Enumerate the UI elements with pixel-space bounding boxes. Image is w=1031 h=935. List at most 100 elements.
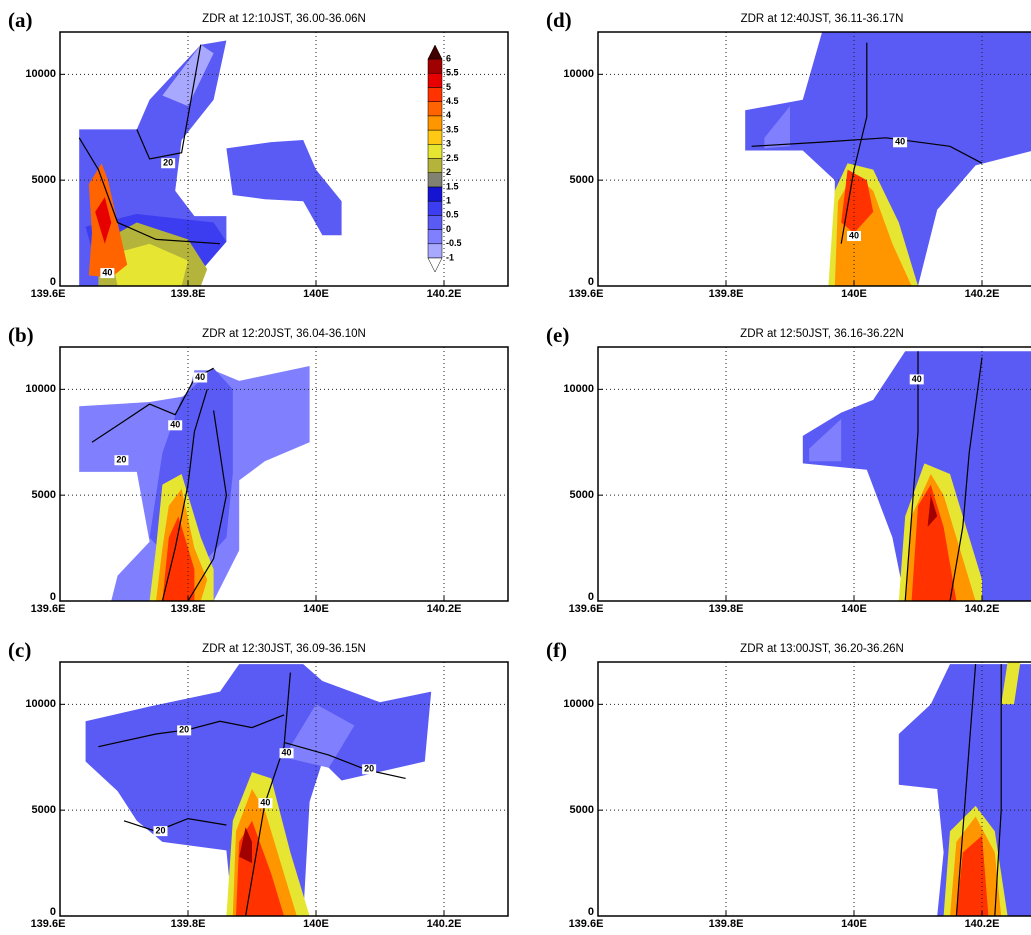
panel: 20 40 20 40 20 139.6E 139.8E 140E 140.2E 0 5000 100… xyxy=(8,638,509,930)
zdr-region xyxy=(111,243,188,286)
colorbar-box xyxy=(427,158,443,173)
contour-line xyxy=(949,357,983,601)
contour-label: 40 xyxy=(195,372,205,382)
panel: 40 40 20 139.6E 139.8E 140E 140.2E 0 5000 10000 ZD… xyxy=(8,323,509,615)
contour-line xyxy=(245,672,291,916)
colorbar-box xyxy=(427,229,443,245)
panel-label: (b) xyxy=(8,323,34,347)
y-tick-label: 5000 xyxy=(570,489,594,501)
colorbar-box xyxy=(427,58,443,74)
plot-area: 40 40 20 xyxy=(60,347,508,601)
x-tick-label: 139.8E xyxy=(709,288,744,300)
colorbar-label: 6 xyxy=(446,53,451,63)
colorbar-box xyxy=(427,72,443,88)
x-tick-label: 139.6E xyxy=(31,603,66,615)
zdr-region xyxy=(162,516,195,601)
colorbar-box xyxy=(427,115,443,131)
plot-frame xyxy=(597,31,1031,287)
panel-title: ZDR at 12:20JST, 36.04-36.10N xyxy=(202,328,366,340)
zdr-region xyxy=(764,106,790,149)
colorbar-box xyxy=(427,215,443,230)
colorbar-label: -0.5 xyxy=(446,238,462,248)
x-tick-label: 140.2E xyxy=(427,603,462,615)
x-tick-label: 140E xyxy=(303,918,329,930)
contour-label: 40 xyxy=(895,137,905,147)
panel: 40 40 139.6E 139.8E 140E 140.2E 0 5000 10000 ZDR … xyxy=(546,8,1031,300)
panel: 139.6E 139.8E 140E 140.2E 0 5000 10000 ZDR at 1… xyxy=(546,638,1031,930)
panel-title: ZDR at 12:30JST, 36.09-36.15N xyxy=(202,643,366,655)
contour-label: 20 xyxy=(155,825,165,835)
zdr-region xyxy=(226,140,342,236)
contour-line xyxy=(283,741,406,779)
contour-label: 40 xyxy=(102,267,112,277)
y-tick-label: 5000 xyxy=(32,174,56,186)
contour-label-box xyxy=(893,137,908,148)
y-tick-label: 10000 xyxy=(563,698,594,710)
y-tick-label: 0 xyxy=(588,591,594,603)
zdr-region xyxy=(1001,662,1021,705)
plot-area: 40 xyxy=(598,347,1031,601)
y-tick-label: 10000 xyxy=(563,68,594,80)
contour-label: 20 xyxy=(364,764,374,774)
colorbar-label: 3 xyxy=(446,139,451,149)
contour-label-box xyxy=(909,374,924,385)
colorbar-label: 5.5 xyxy=(446,68,459,78)
plot-frame xyxy=(597,346,1031,602)
contour-label: 40 xyxy=(170,420,180,430)
zdr-region xyxy=(239,827,252,864)
contour-line xyxy=(955,664,977,916)
contour-line xyxy=(994,664,1002,916)
colorbar-box xyxy=(427,200,443,216)
x-tick-label: 139.8E xyxy=(709,918,744,930)
panel-label: (c) xyxy=(8,638,31,662)
colorbar-label: 1 xyxy=(446,196,451,206)
plot-area: 40 40 xyxy=(598,32,1031,286)
x-tick-label: 139.6E xyxy=(569,603,604,615)
x-tick-label: 140E xyxy=(303,288,329,300)
colorbar-label: 1.5 xyxy=(446,181,459,191)
contour-line xyxy=(840,42,868,244)
y-tick-label: 10000 xyxy=(25,698,56,710)
contour-label: 20 xyxy=(163,158,173,168)
x-tick-label: 140E xyxy=(841,918,867,930)
x-tick-label: 139.8E xyxy=(171,918,206,930)
y-tick-label: 10000 xyxy=(25,68,56,80)
y-tick-label: 0 xyxy=(50,276,56,288)
y-tick-label: 0 xyxy=(50,906,56,918)
panel-title: ZDR at 12:40JST, 36.11-36.17N xyxy=(741,13,904,25)
x-tick-label: 140.2E xyxy=(427,288,462,300)
y-tick-label: 10000 xyxy=(563,383,594,395)
contour-label-box xyxy=(100,268,115,279)
x-tick-label: 140E xyxy=(841,288,867,300)
x-tick-label: 139.6E xyxy=(31,918,66,930)
colorbar-box xyxy=(427,129,443,145)
colorbar-box xyxy=(427,87,443,102)
x-tick-label: 140.2E xyxy=(965,918,1000,930)
zdr-region xyxy=(162,44,214,107)
y-tick-label: 5000 xyxy=(570,804,594,816)
y-tick-label: 10000 xyxy=(25,383,56,395)
contour-label-box xyxy=(279,748,294,759)
zdr-region xyxy=(956,835,989,916)
colorbar-label: -1 xyxy=(446,252,454,262)
panel: 40 139.6E 139.8E 140E 140.2E 0 5000 10000 ZDR at… xyxy=(546,323,1031,615)
x-tick-label: 139.8E xyxy=(709,603,744,615)
plot-area: 20 40 20 40 20 xyxy=(60,662,508,916)
y-tick-label: 0 xyxy=(588,906,594,918)
colorbar-label: 2.5 xyxy=(446,153,459,163)
contour-label-box xyxy=(168,420,183,431)
contour-label: 40 xyxy=(849,230,859,240)
panel-title: ZDR at 12:10JST, 36.00-36.06N xyxy=(202,13,366,25)
x-tick-label: 139.6E xyxy=(569,918,604,930)
colorbar-under xyxy=(427,257,443,273)
contour-label-box xyxy=(193,372,208,383)
contour-label: 40 xyxy=(260,798,270,808)
contour-line xyxy=(751,137,983,164)
colorbar-label: 4.5 xyxy=(446,96,459,106)
colorbar-label: 4 xyxy=(446,110,451,120)
plot-frame xyxy=(597,661,1031,917)
panel-label: (d) xyxy=(546,8,572,32)
